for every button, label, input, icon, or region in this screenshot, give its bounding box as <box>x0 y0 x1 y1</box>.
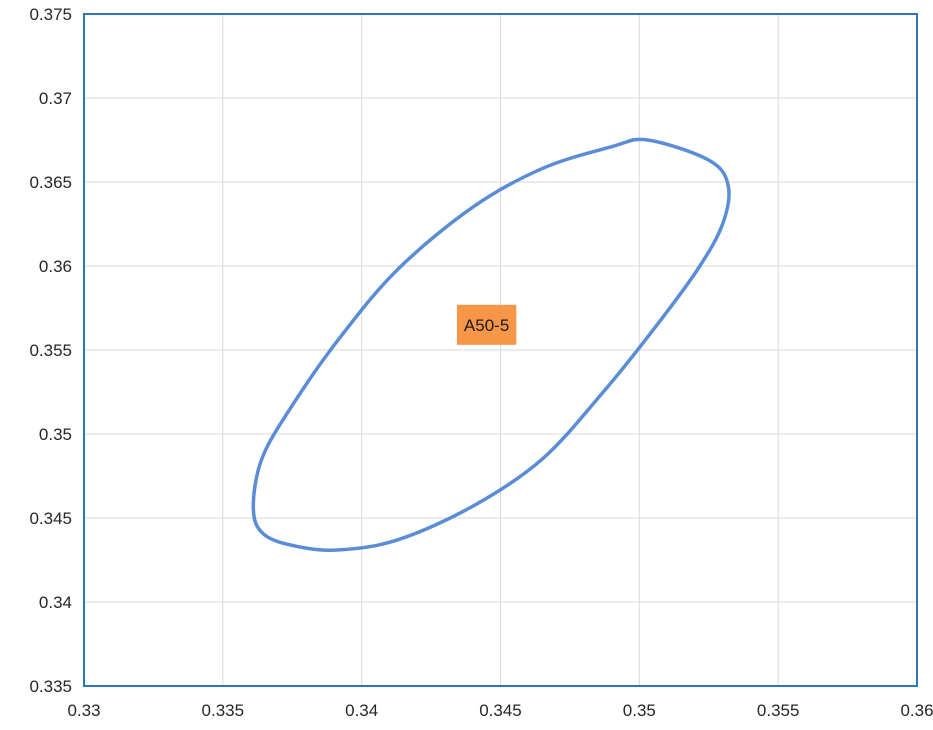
y-tick-label: 0.37 <box>39 89 72 108</box>
annotations: A50-5 <box>456 304 517 345</box>
x-tick-label: 0.345 <box>479 701 522 720</box>
annotation-label: A50-5 <box>464 316 509 335</box>
annotation-box <box>456 304 517 345</box>
series-ellipse <box>251 137 731 552</box>
y-tick-label: 0.335 <box>29 677 72 696</box>
x-tick-label: 0.34 <box>345 701 378 720</box>
axes <box>83 13 918 687</box>
series-layer <box>251 137 731 552</box>
y-tick-label: 0.36 <box>39 257 72 276</box>
y-tick-label: 0.34 <box>39 593 72 612</box>
x-tick-label: 0.33 <box>67 701 100 720</box>
tick-labels: 0.33 0.335 0.34 0.345 0.35 0.355 0.36 0.335 0.34… <box>29 5 933 720</box>
x-tick-label: 0.35 <box>623 701 656 720</box>
y-tick-label: 0.35 <box>39 425 72 444</box>
grid <box>83 13 918 687</box>
y-tick-label: 0.375 <box>29 5 72 24</box>
y-tick-label: 0.365 <box>29 173 72 192</box>
x-tick-label: 0.335 <box>202 701 245 720</box>
x-tick-label: 0.36 <box>900 701 933 720</box>
plot-border <box>83 13 918 687</box>
x-tick-label: 0.355 <box>757 701 800 720</box>
y-tick-label: 0.345 <box>29 509 72 528</box>
y-tick-label: 0.355 <box>29 341 72 360</box>
